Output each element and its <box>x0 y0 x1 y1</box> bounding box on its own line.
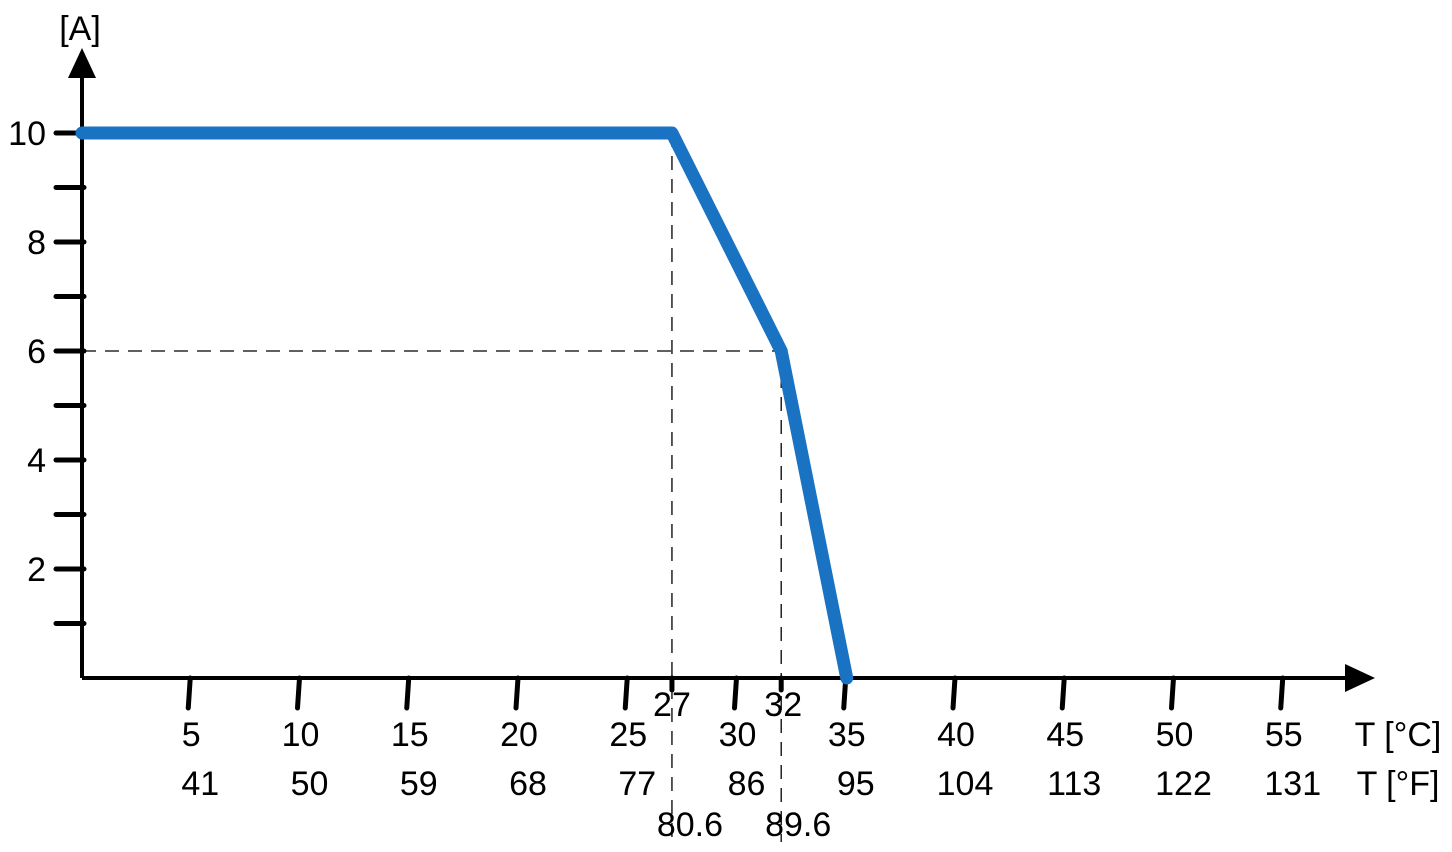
x-tick <box>295 675 302 711</box>
x-axis-label-fahrenheit: T [°F] <box>1357 765 1440 803</box>
x-tick-label-celsius: 10 <box>282 716 320 754</box>
x-tick-label-fahrenheit: 59 <box>400 765 438 803</box>
x-tick <box>513 675 521 711</box>
x-tick-label-fahrenheit: 131 <box>1264 765 1321 803</box>
x-tick-label-celsius: 40 <box>937 716 975 754</box>
ticks <box>53 130 1286 711</box>
x-tick-label-celsius: 25 <box>609 716 647 754</box>
x-tick-label-fahrenheit: 41 <box>181 765 219 803</box>
y-tick-label: 8 <box>27 224 46 262</box>
x-tick-label-fahrenheit: 122 <box>1155 765 1212 803</box>
reference-label-fahrenheit: 80.6 <box>657 806 723 844</box>
x-tick-label-celsius: 35 <box>828 716 866 754</box>
tick-labels: 2780.63289.65411050155920682577308635954… <box>8 115 1321 844</box>
x-tick-label-fahrenheit: 104 <box>937 765 994 803</box>
reference-label-celsius: 32 <box>764 686 802 724</box>
x-tick <box>1278 675 1286 711</box>
x-tick <box>404 675 412 711</box>
x-tick-label-celsius: 15 <box>391 716 429 754</box>
x-tick-label-fahrenheit: 50 <box>291 765 329 803</box>
x-tick-label-celsius: 55 <box>1265 716 1303 754</box>
x-tick <box>732 675 739 711</box>
reference-label-fahrenheit: 89.6 <box>765 806 831 844</box>
x-tick-label-fahrenheit: 77 <box>618 765 656 803</box>
reference-label-celsius: 27 <box>653 686 691 724</box>
series <box>75 126 854 685</box>
x-tick-label-celsius: 5 <box>182 716 201 754</box>
y-tick-label: 6 <box>27 333 46 371</box>
x-tick-label-fahrenheit: 95 <box>837 765 875 803</box>
y-tick-label: 4 <box>27 442 46 480</box>
x-tick-label-celsius: 20 <box>500 716 538 754</box>
x-tick-label-celsius: 45 <box>1046 716 1084 754</box>
y-tick-label: 2 <box>27 551 46 589</box>
current-derating-line <box>75 126 854 685</box>
x-tick <box>1059 675 1067 711</box>
x-tick-label-fahrenheit: 113 <box>1047 765 1101 803</box>
x-tick <box>950 675 958 711</box>
y-tick-label: 10 <box>8 115 46 153</box>
x-tick <box>622 675 630 711</box>
x-tick <box>1169 675 1176 711</box>
y-axis-arrow <box>68 48 96 78</box>
axes <box>68 48 1375 692</box>
x-tick-label-celsius: 30 <box>719 716 757 754</box>
x-axis-arrow <box>1345 664 1375 692</box>
y-axis-label: [A] <box>59 10 101 48</box>
x-tick <box>185 675 193 711</box>
x-tick-label-fahrenheit: 86 <box>728 765 766 803</box>
x-axis-label-celsius: T [°C] <box>1355 716 1442 754</box>
x-tick-label-fahrenheit: 68 <box>509 765 547 803</box>
x-tick-label-celsius: 50 <box>1156 716 1194 754</box>
